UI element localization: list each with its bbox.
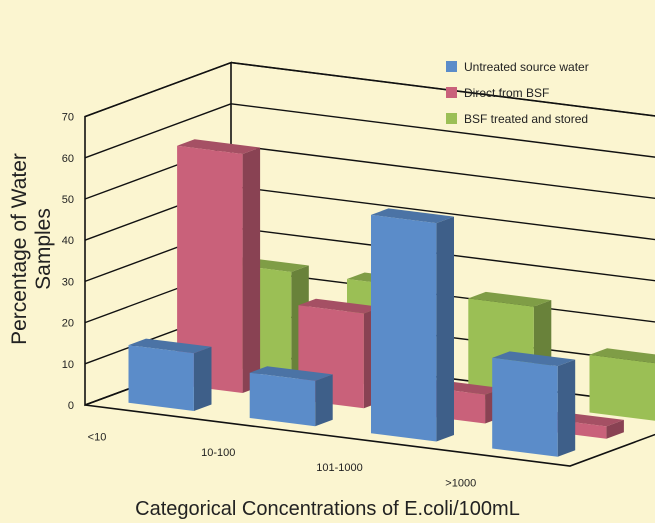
bar-101-1000-0 (371, 208, 454, 442)
bar-front (371, 214, 437, 442)
gridline-back (230, 185, 655, 241)
legend: Untreated source water Direct from BSF BSF… (446, 60, 589, 126)
bar-<10-0 (128, 338, 212, 411)
gridline-side (84, 61, 232, 118)
legend-label: BSF treated and stored (464, 112, 588, 126)
legend-label: Untreated source water (464, 60, 589, 74)
legend-item: BSF treated and stored (446, 112, 588, 126)
bar->1000-0 (492, 351, 576, 457)
bar-top (492, 351, 576, 367)
bars (128, 139, 655, 457)
bar-<10-1 (177, 139, 261, 393)
bar-side (315, 374, 333, 427)
legend-swatch (446, 61, 457, 72)
y-tick-label: 70 (62, 112, 74, 124)
y-tick-label: 0 (68, 400, 74, 412)
x-tick-labels: <10 10-100 101-1000 >1000 (88, 432, 477, 490)
bar-top (468, 291, 552, 307)
gridline-side (84, 103, 232, 159)
bar-top (371, 208, 454, 224)
bar-side (606, 419, 624, 439)
bar-top (128, 338, 212, 354)
y-tick-label: 30 (62, 276, 74, 288)
bar-side (557, 359, 576, 457)
legend-item: Direct from BSF (446, 86, 549, 100)
legend-label: Direct from BSF (464, 86, 549, 100)
x-axis-title: Categorical Concentrations of E.coli/100… (135, 498, 520, 520)
back-wall-top (230, 61, 655, 117)
y-tick-labels: 0 10 20 30 40 50 60 70 (62, 112, 74, 412)
legend-swatch (446, 113, 457, 124)
bar-top (177, 139, 261, 154)
bar-front (128, 345, 194, 411)
bar-front (492, 357, 558, 457)
gridline-back (230, 144, 655, 200)
y-tick-label: 10 (62, 359, 74, 371)
x-tick-label: 10-100 (201, 447, 235, 459)
bar-top (589, 348, 655, 364)
x-tick-label: <10 (88, 432, 107, 444)
bar-top (249, 366, 333, 381)
bar-side (193, 346, 212, 411)
x-tick-label: 101-1000 (316, 462, 363, 474)
y-axis-title: Percentage of Water Samples (8, 153, 55, 345)
y-tick-label: 20 (62, 318, 74, 330)
y-tick-label: 60 (62, 153, 74, 165)
bar-side (242, 147, 261, 393)
bar-side (436, 216, 454, 442)
legend-swatch (446, 87, 457, 98)
x-tick-label: >1000 (445, 477, 476, 489)
y-tick-label: 40 (62, 235, 74, 247)
bar-front (177, 145, 243, 393)
y-tick-label: 50 (62, 194, 74, 206)
bar-front (589, 354, 655, 421)
bar->1000-2 (589, 348, 655, 421)
bar-10-100-0 (249, 366, 333, 427)
bar-top (298, 298, 382, 314)
gridline-back (230, 103, 655, 158)
legend-item: Untreated source water (446, 60, 589, 74)
gridline-back (230, 61, 655, 117)
bar-front (249, 372, 316, 427)
gridline-back (230, 226, 655, 282)
